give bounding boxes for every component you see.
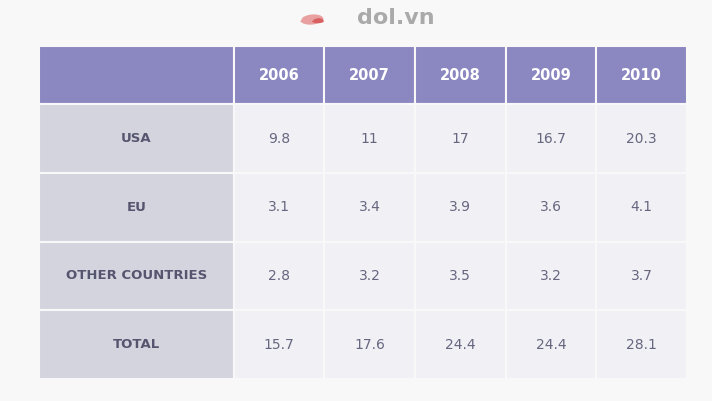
FancyBboxPatch shape: [506, 46, 597, 104]
FancyBboxPatch shape: [324, 46, 415, 104]
FancyBboxPatch shape: [234, 104, 324, 173]
FancyBboxPatch shape: [597, 310, 687, 379]
Text: 3.7: 3.7: [631, 269, 653, 283]
Text: 15.7: 15.7: [263, 338, 294, 352]
FancyBboxPatch shape: [39, 241, 234, 310]
FancyBboxPatch shape: [234, 46, 324, 104]
Text: 11: 11: [361, 132, 379, 146]
FancyBboxPatch shape: [324, 104, 415, 173]
FancyBboxPatch shape: [506, 310, 597, 379]
FancyBboxPatch shape: [39, 310, 234, 379]
FancyBboxPatch shape: [39, 104, 234, 173]
PathPatch shape: [300, 14, 323, 25]
FancyBboxPatch shape: [234, 241, 324, 310]
Text: 2007: 2007: [349, 68, 390, 83]
Text: 2008: 2008: [440, 68, 481, 83]
Text: 3.1: 3.1: [268, 200, 290, 214]
Text: 3.2: 3.2: [359, 269, 380, 283]
FancyBboxPatch shape: [39, 173, 234, 241]
FancyBboxPatch shape: [39, 46, 234, 104]
FancyBboxPatch shape: [506, 173, 597, 241]
Text: 4.1: 4.1: [631, 200, 653, 214]
Text: 3.9: 3.9: [449, 200, 471, 214]
Text: 17.6: 17.6: [354, 338, 385, 352]
PathPatch shape: [312, 18, 324, 23]
FancyBboxPatch shape: [597, 46, 687, 104]
Text: 28.1: 28.1: [627, 338, 657, 352]
FancyBboxPatch shape: [234, 173, 324, 241]
Text: 20.3: 20.3: [627, 132, 657, 146]
FancyBboxPatch shape: [324, 173, 415, 241]
Text: 24.4: 24.4: [535, 338, 566, 352]
FancyBboxPatch shape: [234, 310, 324, 379]
FancyBboxPatch shape: [506, 104, 597, 173]
Text: 9.8: 9.8: [268, 132, 290, 146]
FancyBboxPatch shape: [597, 241, 687, 310]
FancyBboxPatch shape: [324, 241, 415, 310]
Text: EU: EU: [127, 201, 146, 214]
Text: 3.6: 3.6: [540, 200, 562, 214]
FancyBboxPatch shape: [597, 173, 687, 241]
FancyBboxPatch shape: [597, 104, 687, 173]
Text: 2009: 2009: [530, 68, 572, 83]
Text: 24.4: 24.4: [445, 338, 476, 352]
Text: dol.vn: dol.vn: [357, 8, 434, 28]
Text: USA: USA: [121, 132, 152, 145]
Text: 2.8: 2.8: [268, 269, 290, 283]
FancyBboxPatch shape: [415, 46, 506, 104]
Text: OTHER COUNTRIES: OTHER COUNTRIES: [66, 269, 207, 282]
Text: 3.5: 3.5: [449, 269, 471, 283]
Text: 3.2: 3.2: [540, 269, 562, 283]
Text: 3.4: 3.4: [359, 200, 380, 214]
Text: 2006: 2006: [258, 68, 299, 83]
Text: 2010: 2010: [622, 68, 662, 83]
FancyBboxPatch shape: [324, 310, 415, 379]
FancyBboxPatch shape: [415, 310, 506, 379]
FancyBboxPatch shape: [415, 173, 506, 241]
FancyBboxPatch shape: [415, 104, 506, 173]
Text: 17: 17: [451, 132, 469, 146]
Text: 16.7: 16.7: [535, 132, 567, 146]
FancyBboxPatch shape: [506, 241, 597, 310]
Text: TOTAL: TOTAL: [112, 338, 160, 351]
FancyBboxPatch shape: [415, 241, 506, 310]
